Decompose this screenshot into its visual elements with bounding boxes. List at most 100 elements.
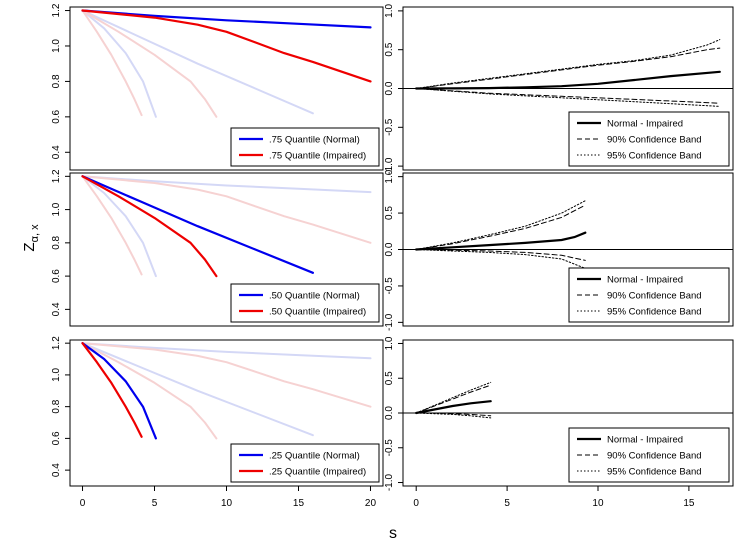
series-group <box>81 342 372 440</box>
series-group <box>81 175 372 278</box>
shared-y-axis-label: Zα, x <box>21 224 41 252</box>
series-line-faint-normal <box>81 9 314 115</box>
panel-right-middle: -1.0 -0.5 0.0 0.5 1.0 Normal - Impaired 90% Co… <box>384 169 734 331</box>
x-tick-label: 0 <box>80 498 86 509</box>
y-tick-label: -1.0 <box>384 313 395 331</box>
y-tick-label: 0.4 <box>51 463 62 477</box>
series-line-normal-impaired <box>415 400 492 415</box>
legend: Normal - Impaired 90% Confidence Band 95% … <box>568 427 730 483</box>
y-tick-label: 0.8 <box>51 74 62 88</box>
series-line-dotted <box>415 249 586 269</box>
legend: Normal - Impaired 90% Confidence Band 95% … <box>568 267 730 323</box>
y-tick-label: 0.6 <box>51 431 62 445</box>
panel-left-middle: 0.40.60.81.01.2.50 Quantile (Normal).50 … <box>51 169 384 327</box>
series-line-faint-impaired <box>81 9 218 118</box>
series-line-faint-impaired <box>81 9 143 117</box>
series-line-dashed <box>415 88 721 104</box>
legend-label: 95% Confidence Band <box>607 307 702 318</box>
x-tick-label: 10 <box>221 498 233 509</box>
series-line--50-quantile-impaired- <box>81 175 218 278</box>
y-tick-label: 0.5 <box>384 42 395 56</box>
y-tick-label: 0.0 <box>384 242 395 256</box>
legend: .50 Quantile (Normal) .50 Quantile (Impai… <box>230 283 380 323</box>
legend-label: .50 Quantile (Normal) <box>269 291 360 302</box>
series-line--50-quantile-normal- <box>81 175 314 274</box>
y-tick-label: 0.0 <box>384 406 395 420</box>
legend-label: .25 Quantile (Normal) <box>269 451 360 462</box>
panel-left-bottom: 0.4 0.6 0.8 1.0 1.2 0 5 10 15 20 .25 Quantile (Nor… <box>51 336 384 509</box>
y-tick-label: 0.0 <box>384 81 395 95</box>
series-line-faint-normal <box>81 342 372 360</box>
legend-label: Normal - Impaired <box>607 275 683 286</box>
series-line-normal-impaired <box>415 70 721 90</box>
y-tick-label: 1.2 <box>51 169 62 183</box>
legend-label: 90% Confidence Band <box>607 291 702 302</box>
legend-label: .75 Quantile (Normal) <box>269 135 360 146</box>
legend-label: .25 Quantile (Impaired) <box>269 467 366 478</box>
x-tick-label: 5 <box>504 498 510 509</box>
x-tick-label: 15 <box>683 498 695 509</box>
y-tick-label: -0.5 <box>384 277 395 295</box>
series-line-faint-impaired <box>81 175 143 276</box>
series-line--25-quantile-impaired- <box>81 342 143 438</box>
series-line-dashed <box>415 249 586 261</box>
y-tick-label: -0.5 <box>384 118 395 136</box>
legend-label: 90% Confidence Band <box>607 451 702 462</box>
y-tick-label: 0.4 <box>51 302 62 316</box>
legend-label: 95% Confidence Band <box>607 151 702 162</box>
y-tick-label: 1.2 <box>51 336 62 350</box>
series-line-faint-normal <box>81 342 314 437</box>
x-tick-label: 20 <box>365 498 377 509</box>
y-tick-label: 1.2 <box>51 3 62 17</box>
series-line-faint-impaired <box>81 175 372 244</box>
series-line-dotted <box>415 412 492 419</box>
legend-box <box>230 127 380 167</box>
y-tick-label: -1.0 <box>384 157 395 175</box>
y-tick-label: -0.5 <box>384 439 395 457</box>
panel-frame <box>402 172 734 327</box>
legend: .25 Quantile (Normal) .25 Quantile (Impai… <box>230 443 380 483</box>
panel-frame <box>69 172 384 327</box>
legend-box <box>230 443 380 483</box>
y-tick-label: 0.5 <box>384 206 395 220</box>
series-group <box>415 200 587 269</box>
legend-label: Normal - Impaired <box>607 119 683 130</box>
legend-label: .50 Quantile (Impaired) <box>269 307 366 318</box>
series-group <box>415 39 721 107</box>
y-tick-label: -1.0 <box>384 473 395 491</box>
y-tick-label: 1.0 <box>384 169 395 183</box>
x-tick-label: 10 <box>592 498 604 509</box>
legend-label: 90% Confidence Band <box>607 135 702 146</box>
y-tick-label: 0.8 <box>51 399 62 413</box>
series-line-dotted <box>415 88 721 107</box>
legend-label: Normal - Impaired <box>607 435 683 446</box>
legend: Normal - Impaired 90% Confidence Band 95% … <box>568 111 730 167</box>
series-line-95-confidence-band <box>415 200 586 250</box>
legend-label: .75 Quantile (Impaired) <box>269 151 366 162</box>
x-tick-label: 0 <box>413 498 419 509</box>
x-tick-label: 5 <box>152 498 158 509</box>
series-line-faint-impaired <box>81 342 372 408</box>
series-line-95-confidence-band <box>415 381 492 414</box>
legend: .75 Quantile (Normal) .75 Quantile (Impai… <box>230 127 380 167</box>
series-line--75-quantile-normal- <box>81 9 372 29</box>
panel-right-top: -1.0 -0.5 0.0 0.5 1.0 Normal - Impaired 90% Co… <box>384 3 734 175</box>
y-tick-label: 0.5 <box>384 371 395 385</box>
shared-x-axis-label: s <box>389 525 397 542</box>
y-tick-label: 1.0 <box>51 39 62 53</box>
y-tick-label: 0.6 <box>51 269 62 283</box>
panel-frame <box>69 6 384 171</box>
panel-right-bottom: -1.0 -0.5 0.0 0.5 1.0 0 5 10 15 Normal - Impaired… <box>384 336 734 509</box>
series-line-95-confidence-band <box>415 39 721 89</box>
y-tick-label: 1.0 <box>51 368 62 382</box>
legend-box <box>230 283 380 323</box>
panel-frame <box>402 339 734 487</box>
y-tick-label: 0.8 <box>51 235 62 249</box>
y-tick-label: 1.0 <box>384 3 395 17</box>
series-line-faint-normal <box>81 9 157 118</box>
panel-frame <box>69 339 384 487</box>
x-tick-label: 15 <box>293 498 305 509</box>
panel-left-top: 0.40.60.81.01.2.75 Quantile (Normal).75 … <box>51 3 384 171</box>
series-group <box>415 381 492 419</box>
